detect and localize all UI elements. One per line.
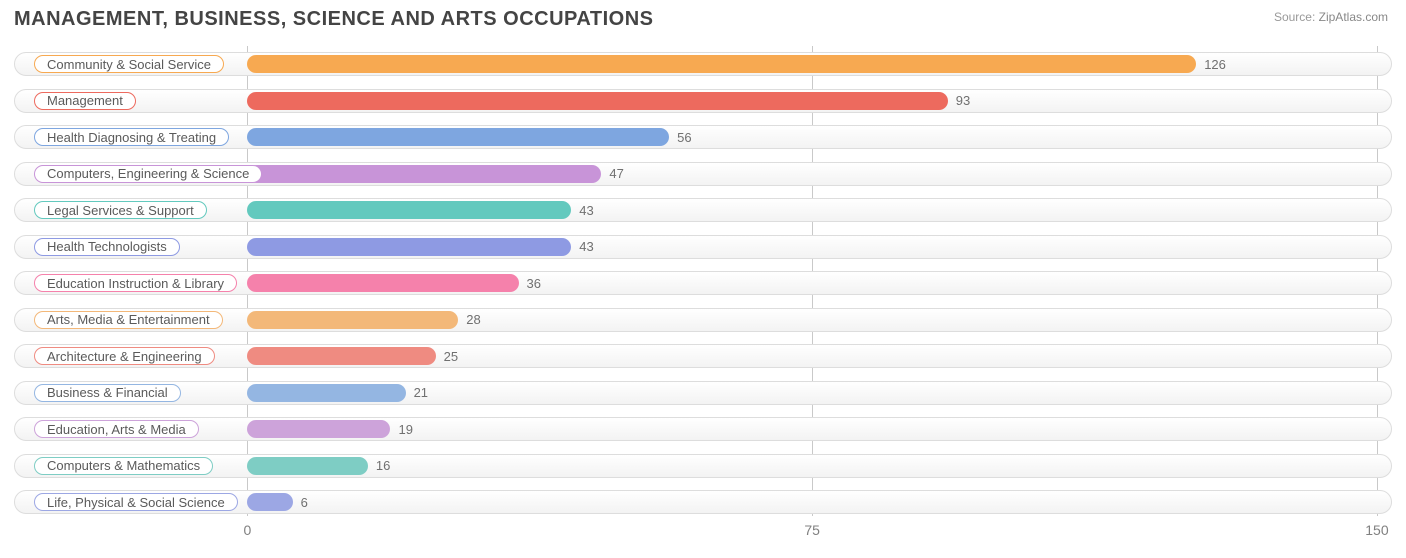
bar-row: Management 93 xyxy=(14,87,1392,115)
bar-row: Health Technologists 43 xyxy=(14,233,1392,261)
bar-row: Legal Services & Support 43 xyxy=(14,196,1392,224)
value-label: 36 xyxy=(519,269,541,297)
bar-fill xyxy=(247,55,1196,73)
bar-track xyxy=(14,344,1392,368)
value-label: 47 xyxy=(601,160,623,188)
bar-fill xyxy=(247,201,571,219)
value-label: 126 xyxy=(1196,50,1226,78)
bar-row: Architecture & Engineering 25 xyxy=(14,342,1392,370)
value-label: 28 xyxy=(458,306,480,334)
x-tick-label: 0 xyxy=(244,522,252,538)
category-pill: Business & Financial xyxy=(34,384,181,402)
bar-fill xyxy=(247,311,458,329)
value-label: 21 xyxy=(406,379,428,407)
bar-fill xyxy=(247,420,390,438)
bar-row: Community & Social Service 126 xyxy=(14,50,1392,78)
value-label: 16 xyxy=(368,452,390,480)
category-pill: Health Diagnosing & Treating xyxy=(34,128,229,146)
category-pill: Community & Social Service xyxy=(34,55,224,73)
value-label: 43 xyxy=(571,196,593,224)
category-pill: Life, Physical & Social Science xyxy=(34,493,238,511)
value-label: 19 xyxy=(391,415,413,443)
bar-fill xyxy=(247,457,367,475)
category-pill: Health Technologists xyxy=(34,238,180,256)
bar-fill xyxy=(247,128,669,146)
bar-fill xyxy=(247,238,571,256)
category-pill: Architecture & Engineering xyxy=(34,347,215,365)
value-label: 56 xyxy=(669,123,691,151)
source-attribution: Source: ZipAtlas.com xyxy=(1274,10,1388,24)
bar-row: Education, Arts & Media 19 xyxy=(14,415,1392,443)
source-label: Source: xyxy=(1274,10,1315,24)
bar-fill xyxy=(247,347,435,365)
plot-area: Community & Social Service 126 Management 9… xyxy=(14,46,1392,538)
category-pill: Computers & Mathematics xyxy=(34,457,213,475)
value-label: 25 xyxy=(436,342,458,370)
bar-row: Arts, Media & Entertainment 28 xyxy=(14,306,1392,334)
bar-fill xyxy=(247,493,292,511)
bar-track xyxy=(14,381,1392,405)
category-pill: Education, Arts & Media xyxy=(34,420,199,438)
bar-row: Health Diagnosing & Treating 56 xyxy=(14,123,1392,151)
bar-list: Community & Social Service 126 Management 9… xyxy=(14,50,1392,516)
bar-row: Education Instruction & Library 36 xyxy=(14,269,1392,297)
bar-track xyxy=(14,235,1392,259)
bar-row: Business & Financial 21 xyxy=(14,379,1392,407)
value-label: 6 xyxy=(293,488,308,516)
x-tick-label: 150 xyxy=(1365,522,1388,538)
value-label: 93 xyxy=(948,87,970,115)
category-pill: Education Instruction & Library xyxy=(34,274,237,292)
chart-container: MANAGEMENT, BUSINESS, SCIENCE AND ARTS O… xyxy=(0,0,1406,558)
bar-track xyxy=(14,198,1392,222)
bar-fill xyxy=(247,274,518,292)
bar-fill xyxy=(247,165,601,183)
category-pill: Management xyxy=(34,92,136,110)
bar-track xyxy=(14,454,1392,478)
source-value: ZipAtlas.com xyxy=(1319,10,1388,24)
value-label: 43 xyxy=(571,233,593,261)
category-pill: Arts, Media & Entertainment xyxy=(34,311,223,329)
bar-track xyxy=(14,417,1392,441)
bar-row: Life, Physical & Social Science 6 xyxy=(14,488,1392,516)
chart-title: MANAGEMENT, BUSINESS, SCIENCE AND ARTS O… xyxy=(14,8,653,31)
bar-fill xyxy=(247,384,405,402)
bar-row: Computers & Mathematics 16 xyxy=(14,452,1392,480)
bar-fill xyxy=(247,92,947,110)
category-pill: Computers, Engineering & Science xyxy=(34,165,262,183)
category-pill: Legal Services & Support xyxy=(34,201,207,219)
x-tick-label: 75 xyxy=(804,522,820,538)
bar-row: Computers, Engineering & Science 47 xyxy=(14,160,1392,188)
